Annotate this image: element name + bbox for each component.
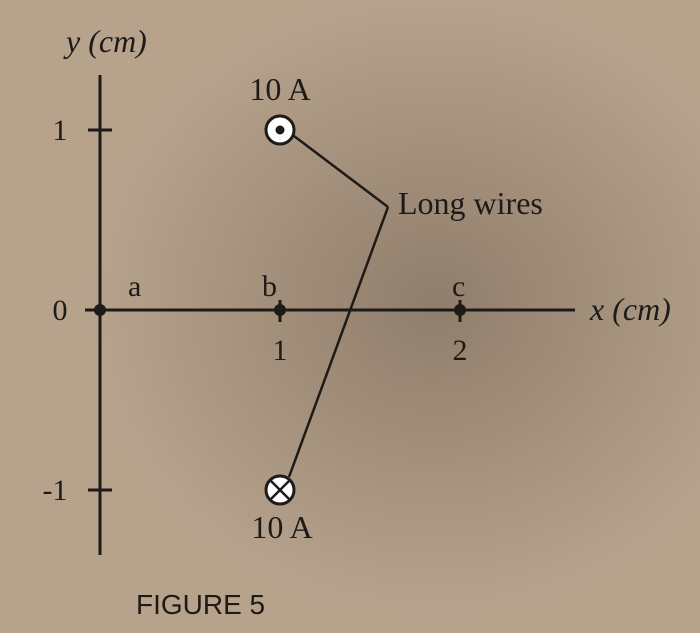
y-tick-label-1: 1: [53, 114, 68, 147]
wire-top-dot: [276, 126, 284, 134]
point-c-label: c: [452, 270, 465, 303]
x-tick-label-1: 1: [273, 334, 288, 367]
y-tick-label-0: 0: [53, 294, 68, 327]
figure-caption: FIGURE 5: [136, 589, 265, 620]
point-c-dot: [454, 304, 466, 316]
point-a-dot: [94, 304, 106, 316]
point-b-dot: [274, 304, 286, 316]
long-wires-label: Long wires: [398, 185, 543, 221]
x-tick-label-2: 2: [453, 334, 468, 367]
point-a-label: a: [128, 270, 141, 303]
x-axis-label: x (cm): [589, 291, 671, 327]
y-axis-label: y (cm): [63, 23, 147, 59]
y-tick-label-minus1: -1: [43, 474, 68, 507]
figure-diagram: y (cm) x (cm) 1 0 -1 1 2 a b c 10 A 10 A…: [0, 0, 700, 633]
wire-bottom-label: 10 A: [251, 509, 312, 545]
wire-top-label: 10 A: [249, 71, 310, 107]
point-b-label: b: [262, 270, 277, 303]
